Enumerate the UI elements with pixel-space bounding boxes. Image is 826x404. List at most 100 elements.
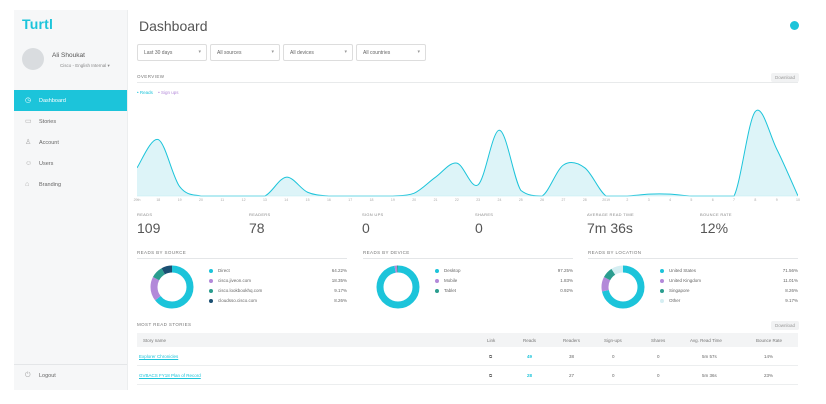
sidebar-item-users[interactable]: ☺ Users: [14, 153, 127, 174]
countries-select[interactable]: All countries ▾: [356, 44, 426, 61]
sidebar-item-account[interactable]: ♙ Account: [14, 132, 127, 153]
chevron-down-icon: ▾: [107, 63, 110, 68]
account-icon: ♙: [25, 139, 32, 146]
list-item: cloudsso.cisco.com 8.26%: [209, 297, 347, 307]
external-link-icon[interactable]: ⧉: [489, 354, 493, 359]
workspace-selector[interactable]: Cisco - English Internal ▾: [60, 63, 110, 69]
stat-value: 0: [475, 220, 483, 236]
source-donut-chart: [150, 265, 194, 309]
stat-value: 109: [137, 220, 161, 236]
x-tick-label: 11: [220, 198, 225, 202]
col-signups[interactable]: Sign-ups: [604, 338, 622, 343]
divider: [137, 258, 347, 259]
col-reads[interactable]: Reads: [523, 338, 537, 343]
stories-download-button[interactable]: Download: [771, 321, 800, 330]
x-axis: 29th 18 19 20 11 12 13 14 15 16 17 18 19 20 21 22 23 24 25…: [134, 198, 800, 204]
turtl-logo[interactable]: Turtl: [22, 16, 54, 32]
legend-dot: [209, 289, 213, 293]
legend-dot: [660, 279, 664, 283]
list-item: cisco.lookbookhq.com 9.17%: [209, 287, 347, 297]
user-profile[interactable]: Ali Shoukat Cisco - English Internal ▾: [22, 48, 126, 78]
stat-label: BOUNCE RATE: [700, 212, 732, 217]
table-row: Explorer Chronicles ⧉ 49 38 0 0 5m 57s 1…: [137, 347, 798, 366]
legend-reads[interactable]: • Reads: [137, 90, 153, 95]
signups-cell: 0: [612, 373, 615, 378]
row-value: 18.35%: [331, 278, 347, 283]
x-tick-label: 17: [348, 198, 353, 202]
sources-select[interactable]: All sources ▾: [210, 44, 280, 61]
dashboard-icon: ◷: [25, 97, 32, 104]
list-item: Tablet 0.92%: [435, 287, 573, 297]
x-tick-label: 20: [412, 198, 417, 202]
stat-value: 12%: [700, 220, 729, 236]
story-link[interactable]: GVBACS FY18 Plan of Record: [139, 373, 201, 378]
list-item: United States 71.56%: [660, 267, 798, 277]
date-range-select[interactable]: Last 30 days ▾: [137, 44, 207, 61]
x-tick-label: 4: [669, 198, 672, 202]
col-bounce-rate[interactable]: Bounce Rate: [756, 338, 783, 343]
page-title: Dashboard: [139, 18, 208, 34]
col-avg-read-time[interactable]: Avg. Read Time: [690, 338, 722, 343]
x-tick-label: 18: [156, 198, 161, 202]
x-tick-label: 26: [540, 198, 545, 202]
row-value: 64.22%: [331, 268, 347, 273]
branding-icon: ⌂: [25, 181, 30, 188]
chart-legend: • Reads • Sign ups: [137, 90, 178, 95]
legend-dot: [435, 279, 439, 283]
list-item: Other 9.17%: [660, 297, 798, 307]
legend-dot: [660, 289, 664, 293]
user-name: Ali Shoukat: [52, 52, 85, 59]
row-label: cloudsso.cisco.com: [218, 298, 258, 303]
reads-by-device-panel: READS BY DEVICE Desktop 97.25% Mobile 1.83…: [363, 250, 573, 318]
col-shares[interactable]: Shares: [651, 338, 666, 343]
overview-download-button[interactable]: Download: [771, 73, 800, 82]
col-link[interactable]: Link: [487, 338, 496, 343]
devices-value: All devices: [290, 50, 314, 56]
stat-label: SHARES: [475, 212, 494, 217]
logout-button[interactable]: ⏻ Logout: [14, 364, 127, 385]
logout-label: Logout: [39, 373, 56, 379]
location-donut-chart: [601, 265, 645, 309]
col-story-name[interactable]: Story name: [143, 338, 167, 343]
sidebar-item-stories[interactable]: ▭ Stories: [14, 111, 127, 132]
sidebar-item-label: Branding: [39, 182, 62, 188]
x-tick-label: 25: [518, 198, 523, 202]
col-readers[interactable]: Readers: [563, 338, 581, 343]
x-tick-label: 8: [754, 198, 757, 202]
stat-avg-read-time: AVERAGE READ TIME 7m 36s: [587, 212, 697, 236]
row-label: cisco.lookbookhq.com: [218, 288, 263, 293]
x-tick-label: 2019: [602, 198, 610, 202]
legend-dot: [209, 279, 213, 283]
list-item: cisco.jiveon.com 18.35%: [209, 277, 347, 287]
row-label: Desktop: [444, 268, 461, 273]
sidebar-item-branding[interactable]: ⌂ Branding: [14, 174, 127, 195]
donut-slice: [150, 265, 194, 309]
row-label: United States: [669, 268, 697, 273]
devices-select[interactable]: All devices ▾: [283, 44, 353, 61]
x-tick-label: 10: [796, 198, 800, 202]
shares-cell: 0: [657, 354, 660, 359]
row-label: Other: [669, 298, 681, 303]
x-tick-label: 16: [326, 198, 331, 202]
legend-signups[interactable]: • Sign ups: [158, 90, 179, 95]
reads-cell: 49: [527, 354, 533, 359]
panel-title: READS BY LOCATION: [588, 250, 642, 255]
x-tick-label: 27: [561, 198, 566, 202]
legend-dot: [435, 269, 439, 273]
x-tick-label: 19: [390, 198, 395, 202]
sidebar-item-dashboard[interactable]: ◷ Dashboard: [14, 90, 127, 111]
legend-dot: [209, 269, 213, 273]
sidebar: Turtl Ali Shoukat Cisco - English Intern…: [14, 10, 128, 390]
sources-value: All sources: [217, 50, 242, 56]
x-tick-label: 28: [582, 198, 587, 202]
stat-label: SIGN UPS: [362, 212, 384, 217]
stat-shares: SHARES 0: [475, 212, 585, 236]
x-tick-label: 3: [647, 198, 650, 202]
x-tick-label: 2: [626, 198, 629, 202]
most-read-table: Story name Link Reads Readers Sign-ups S…: [137, 333, 798, 385]
x-tick-label: 21: [433, 198, 438, 202]
external-link-icon[interactable]: ⧉: [489, 373, 493, 378]
legend-list: United States 71.56% United Kingdom 11.01%…: [660, 267, 798, 307]
help-icon[interactable]: [790, 21, 799, 30]
story-link[interactable]: Explorer Chronicles: [139, 354, 179, 359]
